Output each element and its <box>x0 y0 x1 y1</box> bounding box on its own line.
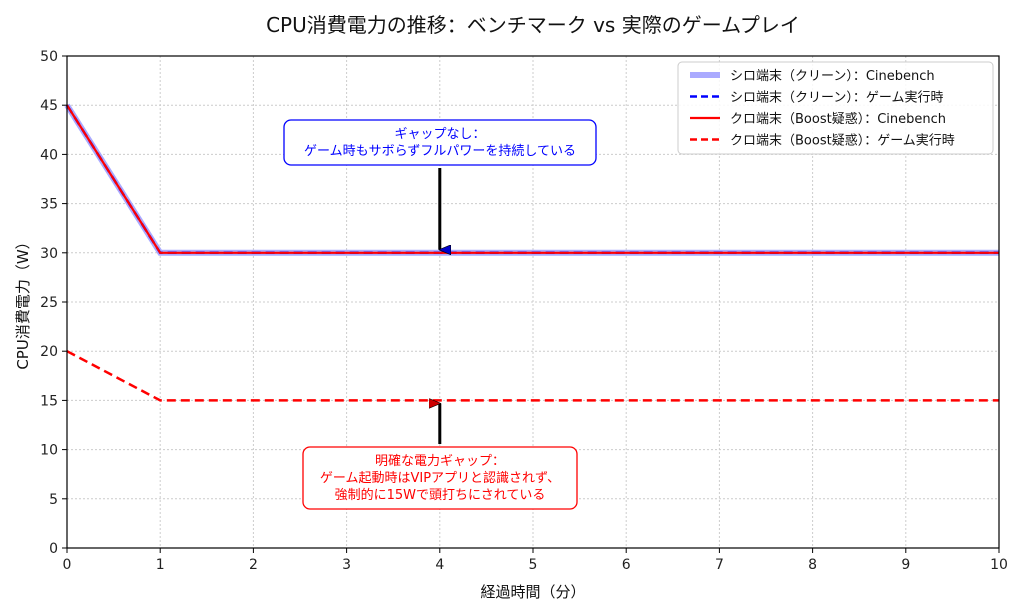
annotation-text: ゲーム起動時はVIPアプリと認識されず、 <box>320 470 560 486</box>
y-tick-label: 40 <box>40 147 58 163</box>
plot-frame <box>66 55 1000 549</box>
y-tick-label: 50 <box>40 49 58 65</box>
annotation-text: ギャップなし： <box>394 127 485 142</box>
legend-label: シロ端末（クリーン）：Cinebench <box>730 69 935 84</box>
chart-title: CPU消費電力の推移：ベンチマーク vs 実際のゲームプレイ <box>266 13 800 37</box>
y-tick-label: 45 <box>40 98 58 114</box>
legend-label: シロ端末（クリーン）：ゲーム実行時 <box>730 90 943 106</box>
annotation-text: 強制的に15Wで頭打ちにされている <box>335 487 546 503</box>
y-tick-label: 0 <box>49 541 58 557</box>
x-ticks: 0 1 2 3 4 5 6 7 8 9 10 <box>63 548 1008 573</box>
x-axis-label: 経過時間（分） <box>480 583 585 601</box>
annotation-1: ギャップなし： ゲーム時もサボらずフルパワーを持続している <box>283 119 597 250</box>
x-tick-label: 9 <box>901 557 910 573</box>
y-tick-label: 35 <box>40 197 58 213</box>
x-tick-label: 8 <box>808 557 817 573</box>
annotations: ギャップなし：ゲーム時もサボらずフルパワーを持続している明確な電力ギャップ：ゲー… <box>283 119 597 510</box>
y-tick-label: 30 <box>40 246 58 262</box>
x-tick-label: 4 <box>435 557 444 573</box>
annotation-box <box>283 119 597 166</box>
y-tick-label: 5 <box>49 492 58 508</box>
legend-box <box>677 61 994 155</box>
series-group <box>64 103 1000 402</box>
x-tick-label: 0 <box>63 557 72 573</box>
annotation-text: ゲーム時もサボらずフルパワーを持続している <box>304 144 576 159</box>
legend: シロ端末（クリーン）：Cinebench シロ端末（クリーン）：ゲーム実行時クロ端… <box>677 61 994 155</box>
x-tick-label: 7 <box>715 557 724 573</box>
legend-label: クロ端末（Boost疑惑）：ゲーム実行時 <box>730 133 955 149</box>
y-tick-label: 15 <box>40 393 58 409</box>
x-tick-label: 2 <box>249 557 258 573</box>
x-tick-label: 1 <box>156 557 165 573</box>
y-ticks: 0 5 10 15 20 25 30 35 40 45 50 <box>40 49 67 557</box>
y-tick-label: 25 <box>40 295 58 311</box>
x-tick-label: 10 <box>990 557 1008 573</box>
x-tick-label: 6 <box>622 557 631 573</box>
legend-label: クロ端末（Boost疑惑）：Cinebench <box>730 111 946 127</box>
x-tick-label: 3 <box>342 557 351 573</box>
y-tick-label: 10 <box>40 443 58 459</box>
y-tick-label: 20 <box>40 344 58 360</box>
annotation-2: 明確な電力ギャップ：ゲーム起動時はVIPアプリと認識されず、強制的に15Wで頭打… <box>302 403 578 510</box>
annotation-box <box>302 446 578 510</box>
y-axis-label: CPU消費電力（W） <box>14 234 32 369</box>
x-tick-label: 5 <box>529 557 538 573</box>
annotation-text: 明確な電力ギャップ： <box>375 453 505 469</box>
